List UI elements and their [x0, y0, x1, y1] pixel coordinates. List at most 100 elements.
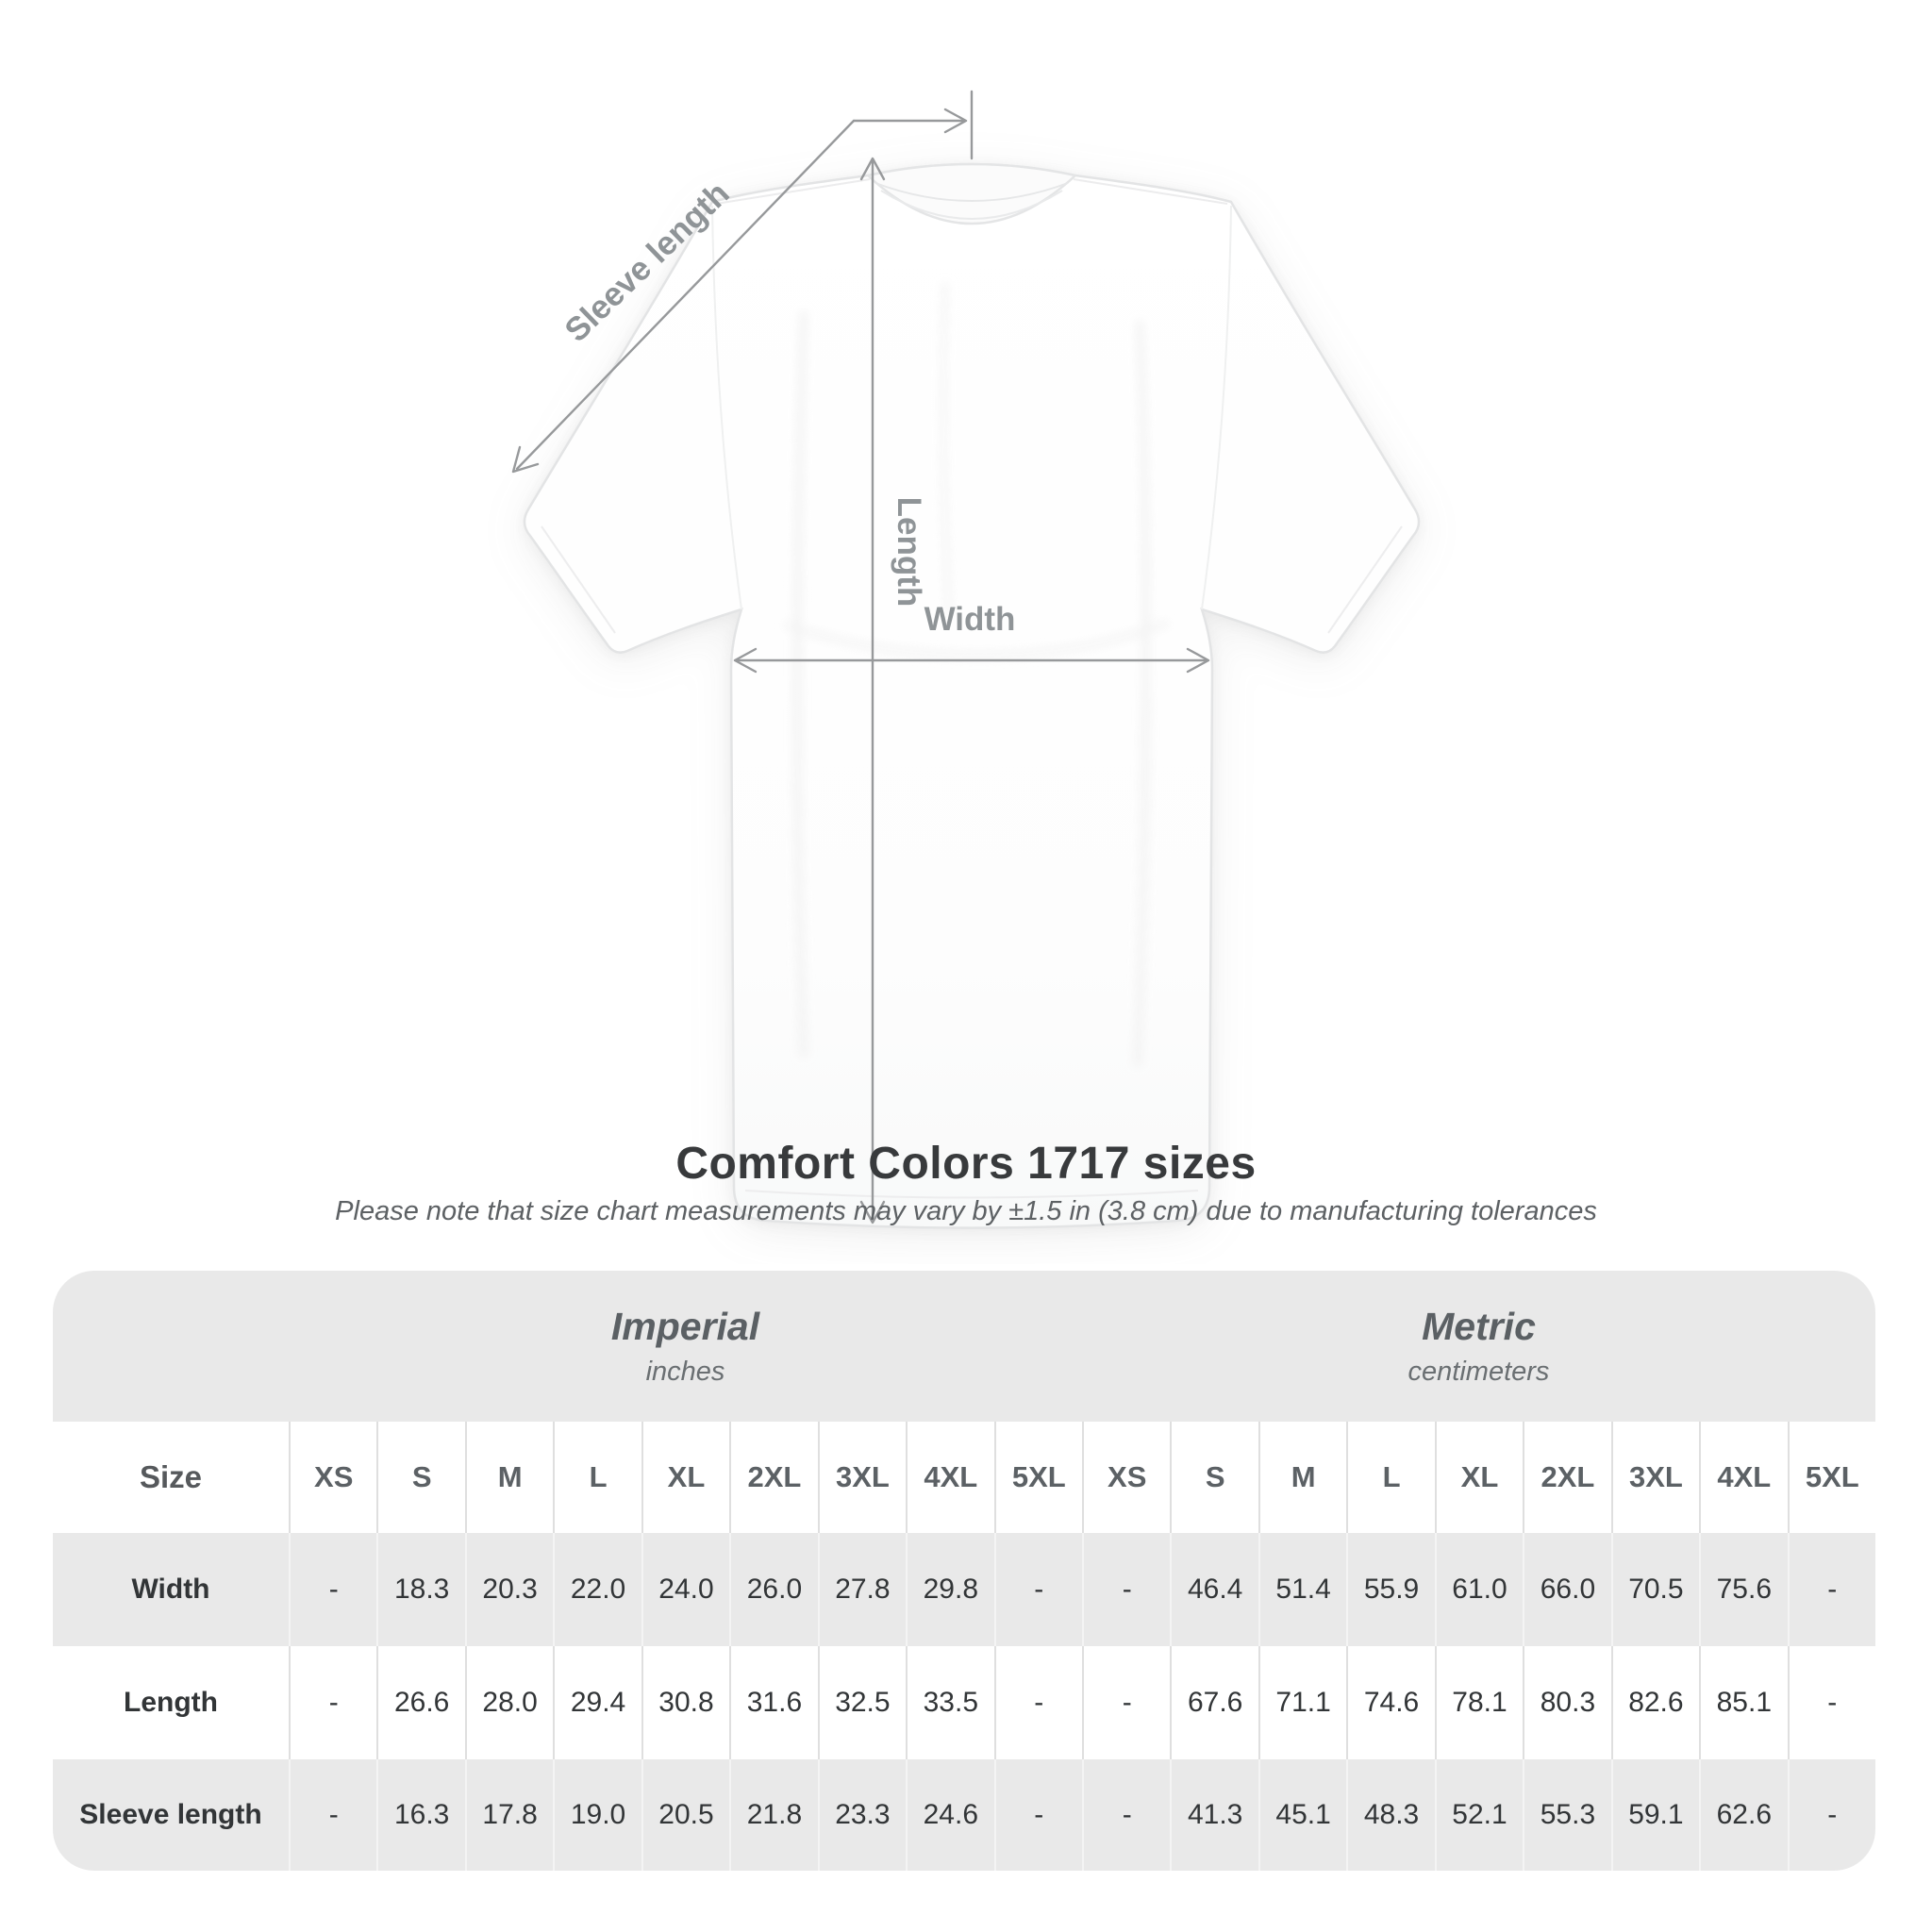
imperial-value-cell: 16.3	[376, 1759, 464, 1871]
metric-size-col-header: XL	[1434, 1422, 1523, 1533]
metric-value-cell: 55.9	[1346, 1533, 1434, 1646]
imperial-size-col-header: 3XL	[817, 1422, 906, 1533]
measurement-lines	[511, 90, 1210, 1224]
metric-value-cell: -	[1081, 1533, 1170, 1646]
imperial-size-col-header: XS	[289, 1422, 376, 1533]
metric-value-cell: 75.6	[1699, 1533, 1787, 1646]
right-sleeve-seam	[1201, 205, 1232, 610]
metric-size-col-header: L	[1346, 1422, 1434, 1533]
left-shoulder-seam	[715, 178, 871, 205]
metric-header: Metric centimeters	[1082, 1271, 1875, 1422]
metric-value-cell: 66.0	[1523, 1533, 1610, 1646]
unit-header-spacer	[53, 1271, 289, 1422]
right-shoulder-seam	[1073, 178, 1228, 205]
metric-value-cell: -	[1081, 1759, 1170, 1871]
imperial-header-unit: inches	[645, 1357, 725, 1387]
arrowhead-down	[859, 1200, 886, 1224]
metric-value-cell: -	[1081, 1646, 1170, 1759]
imperial-value-cell: 26.0	[729, 1533, 817, 1646]
metric-value-cell: 55.3	[1523, 1759, 1610, 1871]
arrowhead-up	[859, 157, 886, 181]
imperial-value-cell: 20.3	[464, 1533, 553, 1646]
arrowhead-left	[733, 647, 758, 674]
imperial-value-cell: 27.8	[817, 1533, 906, 1646]
imperial-size-col-header: 5XL	[993, 1422, 1082, 1533]
width-label: Width	[924, 601, 1016, 638]
imperial-size-col-header: XL	[641, 1422, 729, 1533]
tshirt-illustration	[523, 162, 1421, 1229]
metric-value-cell: 48.3	[1346, 1759, 1434, 1871]
imperial-header: Imperial inches	[289, 1271, 1082, 1422]
size-table: Imperial inches Metric centimeters Size …	[53, 1271, 1875, 1871]
left-sleeve-seam	[711, 205, 742, 610]
metric-value-cell: 80.3	[1523, 1646, 1610, 1759]
metric-size-col-header: S	[1170, 1422, 1257, 1533]
imperial-value-cell: -	[289, 1759, 376, 1871]
metric-value-cell: 51.4	[1257, 1533, 1346, 1646]
metric-value-cell: 41.3	[1170, 1759, 1257, 1871]
imperial-value-cell: 17.8	[464, 1759, 553, 1871]
imperial-value-cell: 23.3	[817, 1759, 906, 1871]
metric-value-cell: 59.1	[1610, 1759, 1699, 1871]
imperial-value-cell: 24.0	[641, 1533, 729, 1646]
metric-size-col-header: 4XL	[1699, 1422, 1787, 1533]
unit-header-row: Imperial inches Metric centimeters	[53, 1271, 1875, 1422]
imperial-size-col-header: S	[376, 1422, 464, 1533]
imperial-value-cell: -	[289, 1533, 376, 1646]
metric-value-cell: -	[1787, 1533, 1875, 1646]
metric-value-cell: 74.6	[1346, 1646, 1434, 1759]
right-cuff-stitch	[1327, 525, 1403, 634]
metric-value-cell: 78.1	[1434, 1646, 1523, 1759]
length-label: Length	[891, 497, 927, 608]
length-row-label: Length	[124, 1687, 218, 1718]
metric-size-col-header: 5XL	[1787, 1422, 1875, 1533]
metric-value-cell: 71.1	[1257, 1646, 1346, 1759]
sleeve-length-row-label: Sleeve length	[79, 1799, 262, 1830]
arrowhead-right2	[1186, 647, 1210, 674]
metric-size-col-header: 3XL	[1610, 1422, 1699, 1533]
left-cuff-stitch	[541, 525, 616, 634]
imperial-value-cell: 21.8	[729, 1759, 817, 1871]
imperial-value-cell: -	[993, 1533, 1082, 1646]
imperial-value-cell: 20.5	[641, 1759, 729, 1871]
imperial-value-cell: 22.0	[553, 1533, 641, 1646]
hem-stitch	[744, 1190, 1199, 1199]
imperial-header-label: Imperial	[610, 1305, 760, 1348]
metric-size-col-header: M	[1257, 1422, 1346, 1533]
metric-value-cell: 61.0	[1434, 1533, 1523, 1646]
metric-size-col-header: XS	[1081, 1422, 1170, 1533]
width-row-label: Width	[131, 1574, 210, 1605]
imperial-value-cell: 29.4	[553, 1646, 641, 1759]
imperial-value-cell: -	[993, 1759, 1082, 1871]
imperial-value-cell: 19.0	[553, 1759, 641, 1871]
metric-size-col-header: 2XL	[1523, 1422, 1610, 1533]
arrowhead-right	[943, 108, 968, 134]
imperial-value-cell: 30.8	[641, 1646, 729, 1759]
metric-value-cell: 82.6	[1610, 1646, 1699, 1759]
metric-value-cell: 85.1	[1699, 1646, 1787, 1759]
tolerance-note: Please note that size chart measurements…	[335, 1196, 1597, 1226]
imperial-value-cell: 33.5	[906, 1646, 993, 1759]
imperial-value-cell: 31.6	[729, 1646, 817, 1759]
metric-value-cell: 45.1	[1257, 1759, 1346, 1871]
imperial-value-cell: 28.0	[464, 1646, 553, 1759]
size-column-title: Size	[139, 1459, 203, 1494]
metric-value-cell: 52.1	[1434, 1759, 1523, 1871]
metric-value-cell: -	[1787, 1759, 1875, 1871]
collar-band-seam	[880, 190, 1063, 220]
imperial-value-cell: 26.6	[376, 1646, 464, 1759]
imperial-value-cell: 24.6	[906, 1759, 993, 1871]
imperial-value-cell: -	[993, 1646, 1082, 1759]
metric-value-cell: 67.6	[1170, 1646, 1257, 1759]
arrowhead-down-left	[511, 445, 540, 474]
page-title: Comfort Colors 1717 sizes	[675, 1139, 1257, 1189]
size-header-row: Size XS S M L XL 2XL 3XL 4XL 5XL XS S M L XL 2XL 3XL 4XL…	[53, 1422, 1875, 1533]
imperial-value-cell: -	[289, 1646, 376, 1759]
tshirt-body	[523, 162, 1421, 1229]
collar-back-seam	[874, 182, 1069, 202]
metric-value-cell: 70.5	[1610, 1533, 1699, 1646]
metric-header-label: Metric	[1422, 1305, 1536, 1348]
imperial-size-col-header: M	[464, 1422, 553, 1533]
imperial-size-col-header: L	[553, 1422, 641, 1533]
